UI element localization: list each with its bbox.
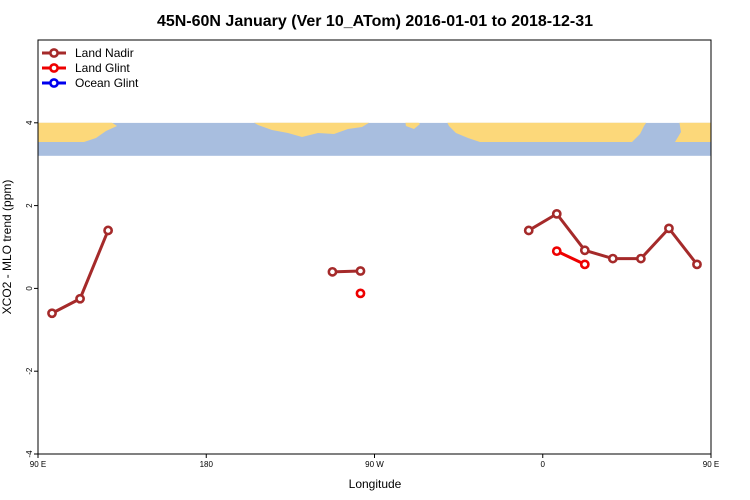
data-point xyxy=(47,308,57,319)
x-tick-label: 180 xyxy=(200,460,214,469)
x-tick-label: 90 E xyxy=(30,460,46,469)
x-axis-label: Longitude xyxy=(349,477,402,491)
data-point xyxy=(103,225,114,236)
data-point xyxy=(664,223,674,234)
data-point xyxy=(355,266,366,276)
y-tick-label: 4 xyxy=(25,120,34,125)
axes: 90 E 180 90 W 0 90 E -4 -2 0 2 4 xyxy=(25,120,719,469)
data-point xyxy=(607,253,618,264)
data-point xyxy=(327,266,338,277)
x-tick-label: 90 E xyxy=(703,460,719,469)
data-point xyxy=(579,259,590,270)
y-tick-label: 2 xyxy=(25,203,34,208)
legend-marker xyxy=(49,78,59,88)
x-tick-label: 90 W xyxy=(365,460,384,469)
y-tick-label: 0 xyxy=(25,286,34,291)
series-line xyxy=(556,249,586,266)
y-axis-label: XCO2 - MLO trend (ppm) xyxy=(0,180,14,315)
series-layer xyxy=(47,208,702,319)
data-point xyxy=(523,225,534,236)
y-tick-label: -4 xyxy=(25,450,34,458)
data-point xyxy=(355,288,366,299)
data-point xyxy=(75,293,85,304)
y-tick-label: -2 xyxy=(25,367,34,375)
series-land-nadir xyxy=(47,208,702,319)
data-point xyxy=(551,208,562,219)
legend-label: Land Nadir xyxy=(75,46,134,60)
legend-label: Land Glint xyxy=(75,61,130,75)
series-land-glint xyxy=(355,246,590,299)
legend-marker xyxy=(49,63,59,73)
map-land xyxy=(38,122,711,142)
chart-title: 45N-60N January (Ver 10_ATom) 2016-01-01… xyxy=(157,13,593,30)
legend-label: Ocean Glint xyxy=(75,76,139,90)
plot-frame xyxy=(37,39,712,455)
data-point xyxy=(551,246,562,257)
data-point xyxy=(635,253,646,264)
legend-marker xyxy=(49,48,59,58)
x-tick-label: 0 xyxy=(541,460,546,469)
data-point xyxy=(579,245,590,256)
data-point xyxy=(692,259,702,270)
world-map-strip xyxy=(38,122,711,156)
